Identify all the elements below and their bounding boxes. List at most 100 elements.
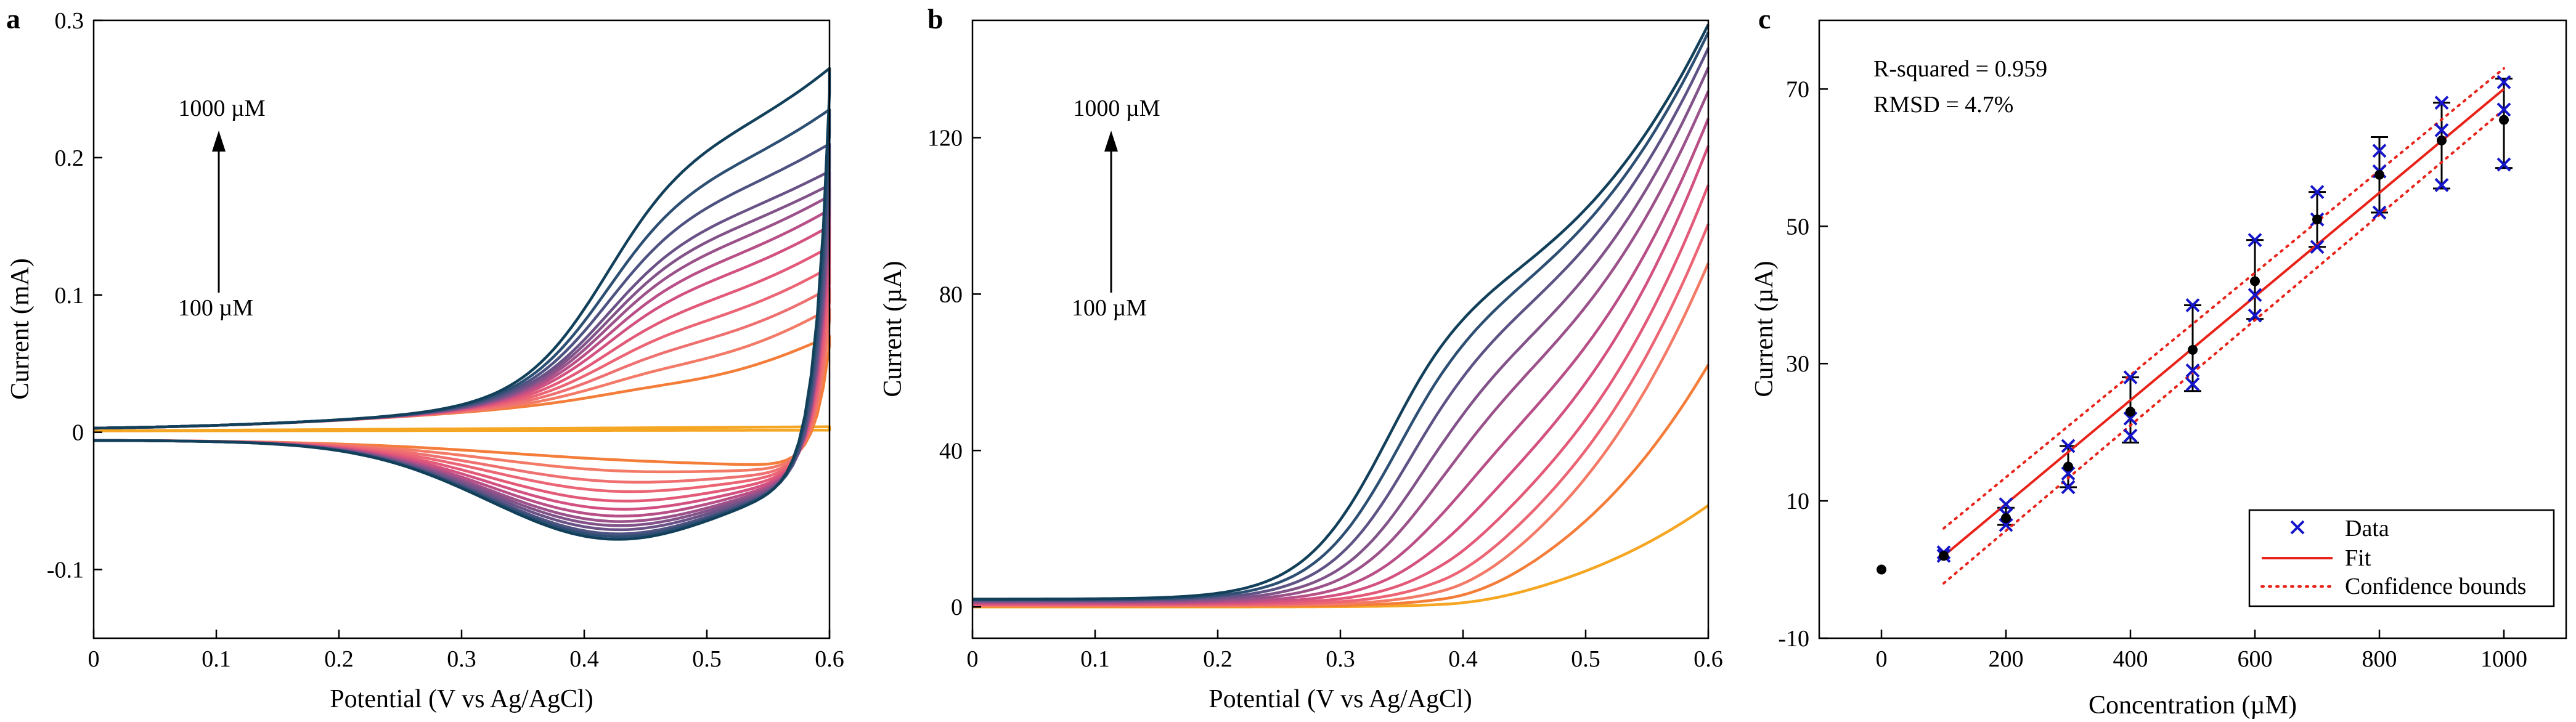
panel-c-data-point: [2185, 363, 2200, 378]
panel-c-data-point: [2497, 157, 2511, 172]
panel-c-label: c: [1758, 3, 1771, 34]
panel-c-data-point: [2248, 233, 2262, 248]
panel-a-xtick-label: 0.1: [202, 646, 231, 672]
panel-c-data-point: [2310, 240, 2325, 254]
panel-c-data-point: [1999, 497, 2013, 512]
panel-b-annotation-top: 1000 µM: [1073, 95, 1160, 121]
panel-b-xtick-label: 0.2: [1203, 646, 1233, 672]
panel-b-ytick-label: 0: [951, 594, 963, 620]
panel-c-stat-rsquared: R-squared = 0.959: [1873, 56, 2047, 82]
panel-c-data-point: [2185, 377, 2200, 392]
panel-c-calibration-chart: c 0 200 400 600 800 1000 -10 10 30 50 70 Concentra…: [1750, 3, 2567, 720]
panel-c-mean-point: [2499, 115, 2509, 125]
panel-b-lsv-chart: b 0 0.1 0.2 0.3 0.4 0.5 0.6 0 40 80 120 Potential …: [879, 3, 1723, 713]
panel-a-xtick-label: 0.3: [447, 646, 476, 672]
panel-c-data-point: [2185, 298, 2200, 312]
panel-a-xtick-label: 0.2: [324, 646, 354, 672]
panel-b-xtick-label: 0.5: [1571, 646, 1600, 672]
panel-b-xtick-label: 0: [967, 646, 979, 672]
panel-c-mean-point: [2001, 513, 2011, 523]
panel-c-legend: Data Fit Confidence bounds: [2248, 509, 2555, 607]
panel-c-data-point: [2372, 205, 2387, 220]
panel-b-label: b: [927, 3, 944, 34]
panel-c-xlabel: Concentration (µM): [2089, 691, 2297, 720]
panel-a-label: a: [6, 3, 20, 34]
panel-c-mean-point: [2374, 169, 2384, 180]
panel-c-data-point: [2061, 439, 2076, 453]
panel-c-mean-point: [2312, 214, 2322, 225]
panel-c-ytick-label: 30: [1786, 351, 1809, 377]
panel-a-xtick-label: 0.6: [815, 646, 844, 672]
panel-c-data-point: [2310, 185, 2325, 200]
legend-data-marker: [2290, 520, 2305, 535]
panel-b-xtick-label: 0.6: [1694, 646, 1723, 672]
panel-a-xtick-label: 0: [88, 646, 100, 672]
panel-a-ylabel: Current (mA): [6, 258, 35, 400]
panel-c-data-point: [2123, 370, 2138, 384]
panel-a-annotation-top: 1000 µM: [178, 95, 265, 121]
legend-entry-data: Data: [2345, 516, 2389, 542]
panel-c-mean-point: [2126, 407, 2135, 417]
panel-a-axes-box: [92, 19, 831, 639]
panel-b-ylabel: Current (µA): [879, 261, 907, 397]
panel-c-xtick-label: 0: [1876, 646, 1888, 672]
panel-c-data-point: [2497, 102, 2511, 117]
panel-c-data-point: [2061, 466, 2076, 481]
panel-c-xtick-label: 400: [2113, 646, 2148, 672]
panel-c-ylabel: Current (µA): [1750, 261, 1779, 397]
panel-b-curves: [972, 23, 1710, 609]
panel-b-annotation-bottom: 100 µM: [1072, 295, 1147, 321]
panel-c-axes-box: [1818, 19, 2567, 639]
panel-a-ticks: 0 0.1 0.2 0.3 0.4 0.5 0.6 -0.1 0 0.1 0.2 0.3: [47, 8, 844, 672]
panel-c-ytick-label: 10: [1786, 489, 1809, 514]
panel-c-data-point: [1999, 517, 2013, 532]
panel-a-xtick-label: 0.4: [569, 646, 599, 672]
panel-b-xtick-label: 0.3: [1326, 646, 1355, 672]
panel-c-data-point: [2061, 480, 2076, 495]
panel-b-arrow-head: [1104, 131, 1118, 152]
panel-c-data-point: [2248, 308, 2262, 323]
panel-b-series-line: [972, 23, 1710, 601]
legend-entry-fit: Fit: [2345, 545, 2371, 571]
panel-c-ticks: 0 200 400 600 800 1000 -10 10 30 50 70: [1778, 76, 2527, 672]
panel-c-stat-rmsd: RMSD = 4.7%: [1873, 92, 2013, 118]
panel-c-xtick-label: 600: [2238, 646, 2273, 672]
panel-b-axes-box: [971, 19, 1710, 639]
panel-c-mean-point: [1877, 564, 1886, 575]
panel-b-xtick-label: 0.1: [1080, 646, 1110, 672]
legend-entry-confidence: Confidence bounds: [2345, 574, 2526, 599]
panel-a-xtick-label: 0.5: [692, 646, 722, 672]
panel-c-data-point: [2434, 123, 2449, 137]
panel-c-xtick-label: 200: [1989, 646, 2024, 672]
panel-c-data-point: [2434, 95, 2449, 110]
panel-a-annotation-bottom: 100 µM: [178, 295, 253, 321]
panel-c-data-point: [2123, 428, 2138, 443]
panel-c-xtick-label: 1000: [2480, 646, 2527, 672]
panel-a-ytick-label: 0: [72, 420, 84, 446]
panel-b-ytick-label: 40: [939, 438, 963, 464]
panel-a-xlabel: Potential (V vs Ag/AgCl): [330, 685, 593, 713]
panel-b-xtick-label: 0.4: [1448, 646, 1478, 672]
panel-c-ytick-label: 50: [1786, 214, 1809, 240]
panel-c-mean-point: [2250, 276, 2260, 286]
panel-a-ytick-label: 0.2: [55, 145, 84, 171]
panel-c-mean-point: [2188, 344, 2198, 355]
panel-c-data-point: [2248, 288, 2262, 302]
panel-a-ytick-label: 0.3: [55, 8, 84, 34]
panel-c-ytick-label: -10: [1778, 626, 1809, 652]
panel-c-mean-point: [1939, 551, 1949, 561]
panel-c-data-point: [2372, 144, 2387, 158]
panel-a-arrow-head: [212, 131, 226, 152]
panel-b-ticks: 0 0.1 0.2 0.3 0.4 0.5 0.6 0 40 80 120: [927, 125, 1723, 672]
panel-a-ytick-label: 0.1: [55, 283, 84, 309]
panel-b-xlabel: Potential (V vs Ag/AgCl): [1209, 685, 1472, 713]
panel-c-marks: [1877, 67, 2513, 585]
panel-a-ytick-label: -0.1: [47, 558, 84, 583]
panel-c-mean-point: [2437, 136, 2447, 146]
panel-b-ytick-label: 80: [939, 282, 963, 307]
panel-b-ytick-label: 120: [927, 125, 963, 151]
panel-a-cv-chart: a 0 0.1 0.2 0.3 0.4 0.5 0.6 -0.1 0 0.1 0.2 0.3 Pote…: [6, 3, 844, 713]
panel-c-xtick-label: 800: [2362, 646, 2397, 672]
